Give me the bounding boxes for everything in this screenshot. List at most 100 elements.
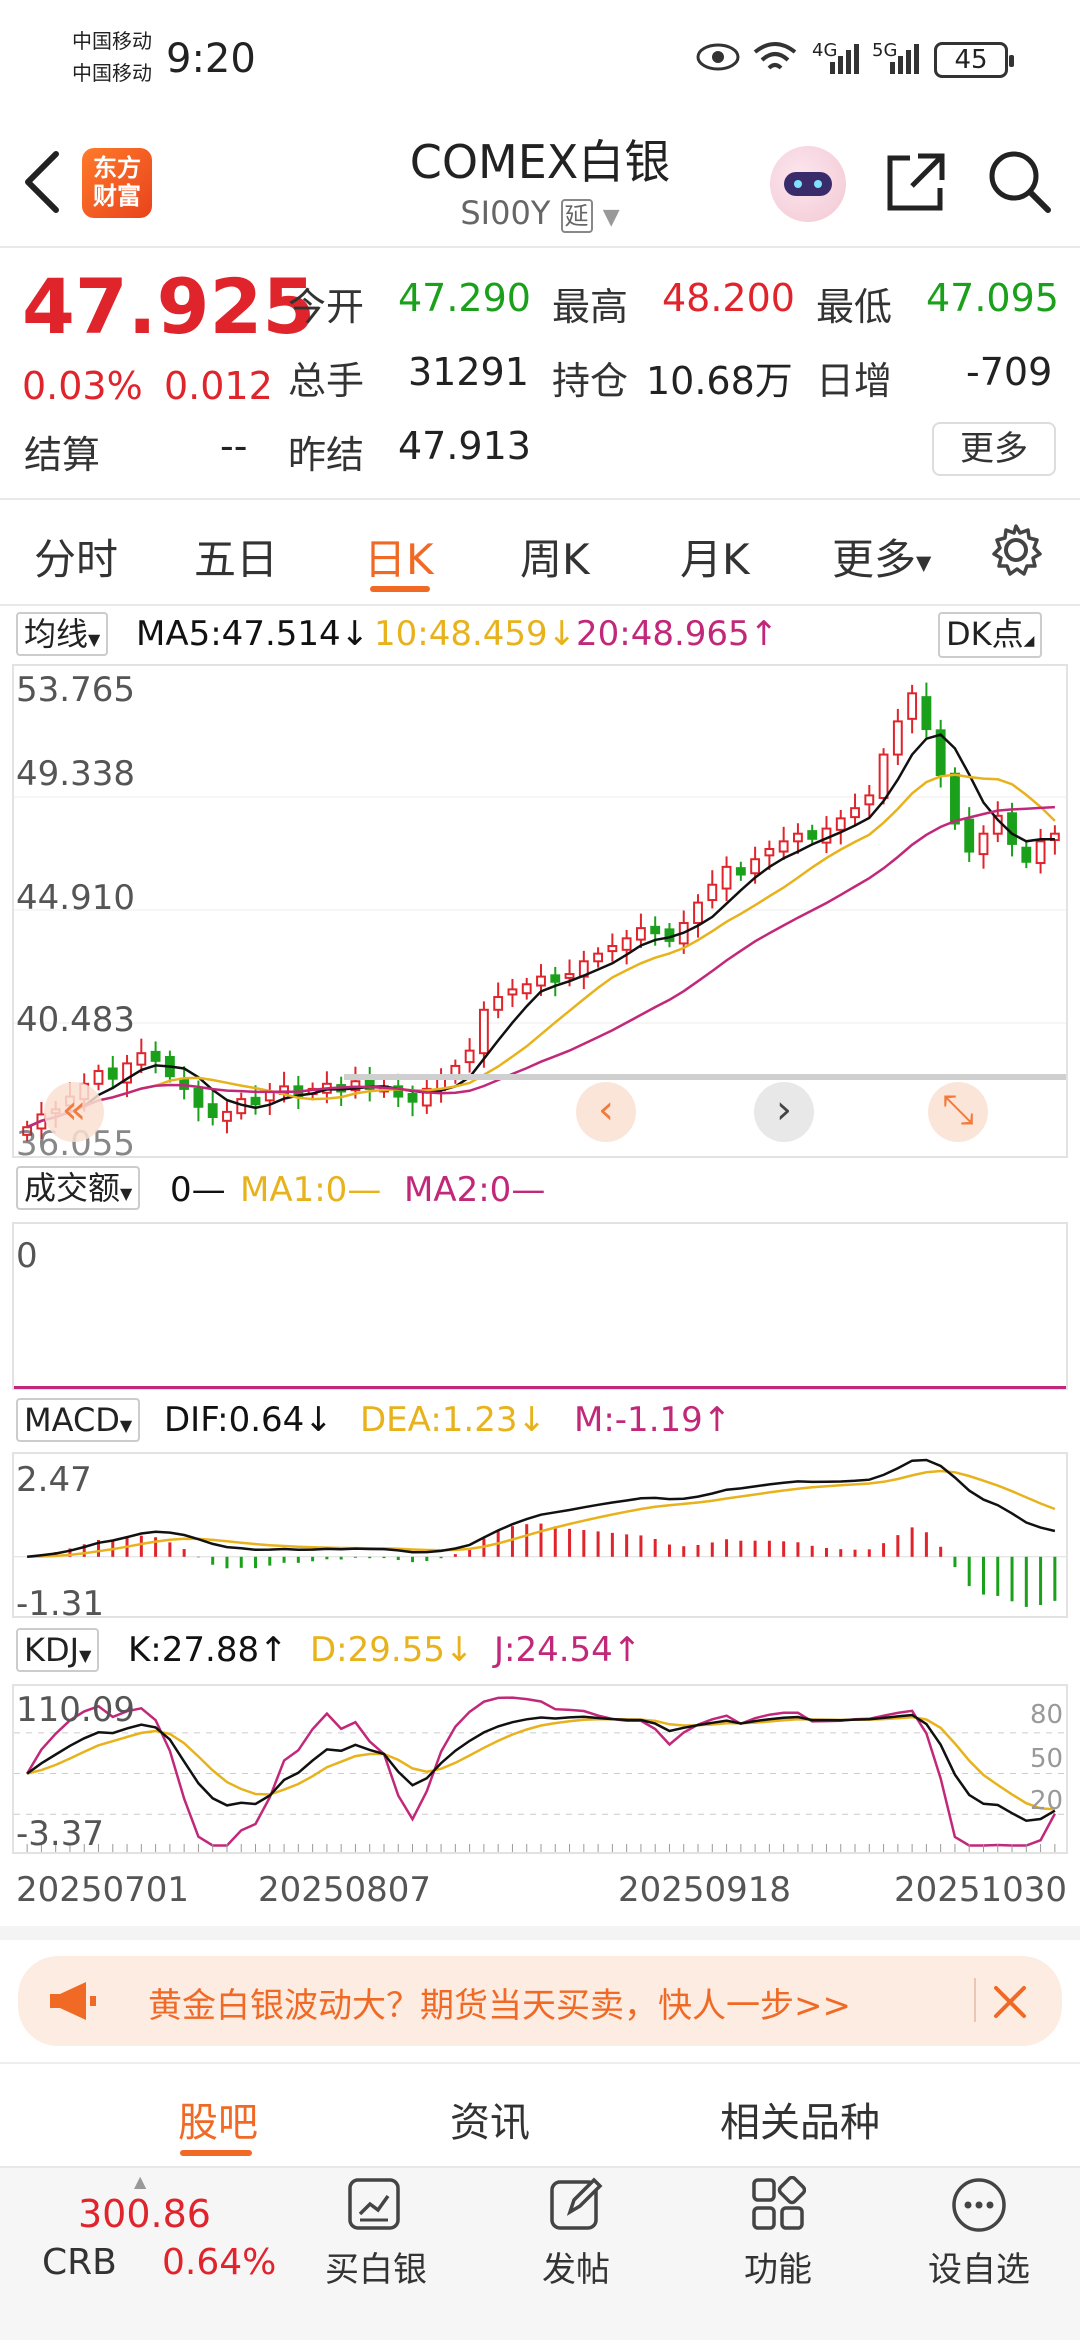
candle-body xyxy=(892,720,903,756)
candle-body xyxy=(1007,812,1017,845)
candle-body xyxy=(222,1110,232,1122)
x-date-2: 20250807 xyxy=(258,1870,432,1910)
search-icon[interactable] xyxy=(986,148,1054,216)
kdj-select[interactable]: KDJ▼ xyxy=(16,1628,100,1672)
banner-divider xyxy=(974,1978,976,2022)
add-watchlist-button[interactable]: 设自选 xyxy=(928,2250,1030,2290)
post-button[interactable]: 发帖 xyxy=(542,2250,610,2290)
tab-monthly-k[interactable]: 月K xyxy=(680,535,750,584)
candle-body xyxy=(721,865,732,890)
battery-indicator: 45 xyxy=(934,42,1014,78)
kline-panel[interactable] xyxy=(12,664,1068,1158)
crb-value[interactable]: 300.86 xyxy=(78,2192,211,2236)
assistant-avatar[interactable] xyxy=(770,146,846,222)
macd-dif-label: DIF:0.64↓ xyxy=(164,1400,333,1440)
macd-dea-label: DEA:1.23↓ xyxy=(360,1400,546,1440)
scroll-left-fast-icon[interactable]: « xyxy=(44,1082,104,1142)
ma20-line xyxy=(26,805,1055,1129)
scroll-left-icon[interactable]: ‹ xyxy=(576,1082,636,1142)
ma5-line xyxy=(26,733,1055,1129)
candle-body xyxy=(764,848,775,857)
tab-intraday[interactable]: 分时 xyxy=(34,535,119,584)
post-edit-icon[interactable] xyxy=(548,2176,604,2232)
tab-daily-k[interactable]: 日K xyxy=(364,535,434,584)
candle-body xyxy=(607,944,618,953)
volume-select[interactable]: 成交额▼ xyxy=(16,1166,141,1210)
banner-text[interactable]: 黄金白银波动大？期货当天买卖，快人一步>> xyxy=(148,1986,851,2026)
share-icon[interactable] xyxy=(884,150,948,214)
macd-y-bottom: -1.31 xyxy=(16,1584,104,1624)
corner-icon: ◢ xyxy=(1023,633,1035,649)
tab-more[interactable]: 更多▼ xyxy=(832,526,931,587)
y-tick-4: 40.483 xyxy=(16,1000,135,1040)
more-button[interactable]: 更多 xyxy=(932,422,1056,476)
crb-change: 0.64% xyxy=(162,2242,277,2283)
kdj-select-label: KDJ xyxy=(24,1631,80,1669)
app-logo[interactable]: 东方 财富 xyxy=(82,148,152,218)
candle-body xyxy=(464,1049,475,1064)
wifi-icon xyxy=(753,42,797,70)
y-tick-1: 53.765 xyxy=(16,670,135,710)
candle-body xyxy=(193,1087,204,1108)
macd-select[interactable]: MACD▼ xyxy=(16,1398,141,1442)
tab-more-label: 更多 xyxy=(832,535,917,584)
tab-forum[interactable]: 股吧 xyxy=(178,2100,258,2146)
carrier-2: 中国移动 xyxy=(72,61,152,85)
code-label: SI00Y xyxy=(460,194,551,232)
more-dots-icon[interactable] xyxy=(950,2176,1008,2234)
candle-body xyxy=(635,927,646,941)
volume-panel[interactable] xyxy=(12,1222,1068,1390)
tab-active-indicator xyxy=(370,586,430,592)
macd-panel[interactable] xyxy=(12,1452,1068,1618)
volume-value: 31291 xyxy=(408,350,529,394)
dk-point-button[interactable]: DK点◢ xyxy=(938,612,1043,658)
ma-select[interactable]: 均线▼ xyxy=(16,612,109,656)
tab-five-day[interactable]: 五日 xyxy=(194,535,279,584)
status-time: 9:20 xyxy=(166,36,256,82)
kdj-level-80: 80 xyxy=(1030,1700,1064,1730)
last-price: 47.925 xyxy=(22,262,316,351)
settings-gear-icon[interactable] xyxy=(988,522,1044,578)
buy-silver-button[interactable]: 买白银 xyxy=(325,2250,427,2290)
settle-value: -- xyxy=(220,424,248,468)
instrument-code[interactable]: SI00Y 延 ▼ xyxy=(0,194,1080,233)
section-gap xyxy=(0,1926,1080,1940)
macd-select-label: MACD xyxy=(24,1401,120,1439)
candle-body xyxy=(735,867,746,876)
tab-news[interactable]: 资讯 xyxy=(450,2100,530,2146)
kdj-level-20: 20 xyxy=(1030,1786,1064,1816)
promo-banner[interactable] xyxy=(18,1956,1062,2046)
candle-body xyxy=(478,1008,489,1055)
low-value: 47.095 xyxy=(926,276,1059,320)
ma5-label: MA5:47.514↓ xyxy=(136,614,370,654)
kdj-y-bottom: -3.37 xyxy=(16,1814,104,1854)
back-icon[interactable] xyxy=(20,150,64,214)
function-grid-icon[interactable] xyxy=(750,2176,806,2232)
scroll-indicator xyxy=(344,1074,1066,1080)
select-caret-icon: ▼ xyxy=(119,1416,133,1435)
kdj-panel[interactable] xyxy=(12,1684,1068,1854)
ma10-line xyxy=(26,773,1056,1129)
trade-chart-icon[interactable] xyxy=(346,2176,402,2232)
change-pct: 0.03% xyxy=(22,364,143,408)
page-title: COMEX白银 xyxy=(409,135,671,189)
candle-body xyxy=(93,1070,104,1085)
tab-weekly-k[interactable]: 周K xyxy=(520,535,590,584)
network-4g-label: 4G xyxy=(812,40,838,61)
kdj-level-50: 50 xyxy=(1030,1744,1064,1774)
tab-related[interactable]: 相关品种 xyxy=(720,2100,880,2146)
candle-body xyxy=(493,996,504,1011)
fullscreen-icon[interactable]: ⤡ xyxy=(928,1082,988,1142)
candle-body xyxy=(750,858,761,875)
select-caret-icon: ▼ xyxy=(88,630,101,649)
candle-body xyxy=(693,901,703,925)
dk-label: DK点 xyxy=(946,615,1024,653)
macd-m-label: M:-1.19↑ xyxy=(574,1400,732,1440)
scroll-right-icon[interactable]: › xyxy=(754,1082,814,1142)
change-value: 0.012 xyxy=(164,364,273,408)
caret-down-icon: ▼ xyxy=(916,550,932,575)
vol-ma1-label: MA1:0— xyxy=(240,1170,382,1210)
close-icon[interactable] xyxy=(988,1980,1032,2024)
candle-body xyxy=(179,1077,190,1090)
function-button[interactable]: 功能 xyxy=(744,2250,812,2290)
